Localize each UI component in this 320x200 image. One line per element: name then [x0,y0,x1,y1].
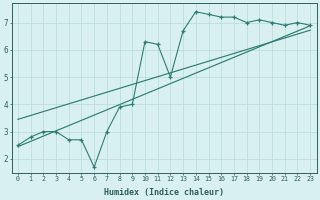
X-axis label: Humidex (Indice chaleur): Humidex (Indice chaleur) [104,188,224,197]
